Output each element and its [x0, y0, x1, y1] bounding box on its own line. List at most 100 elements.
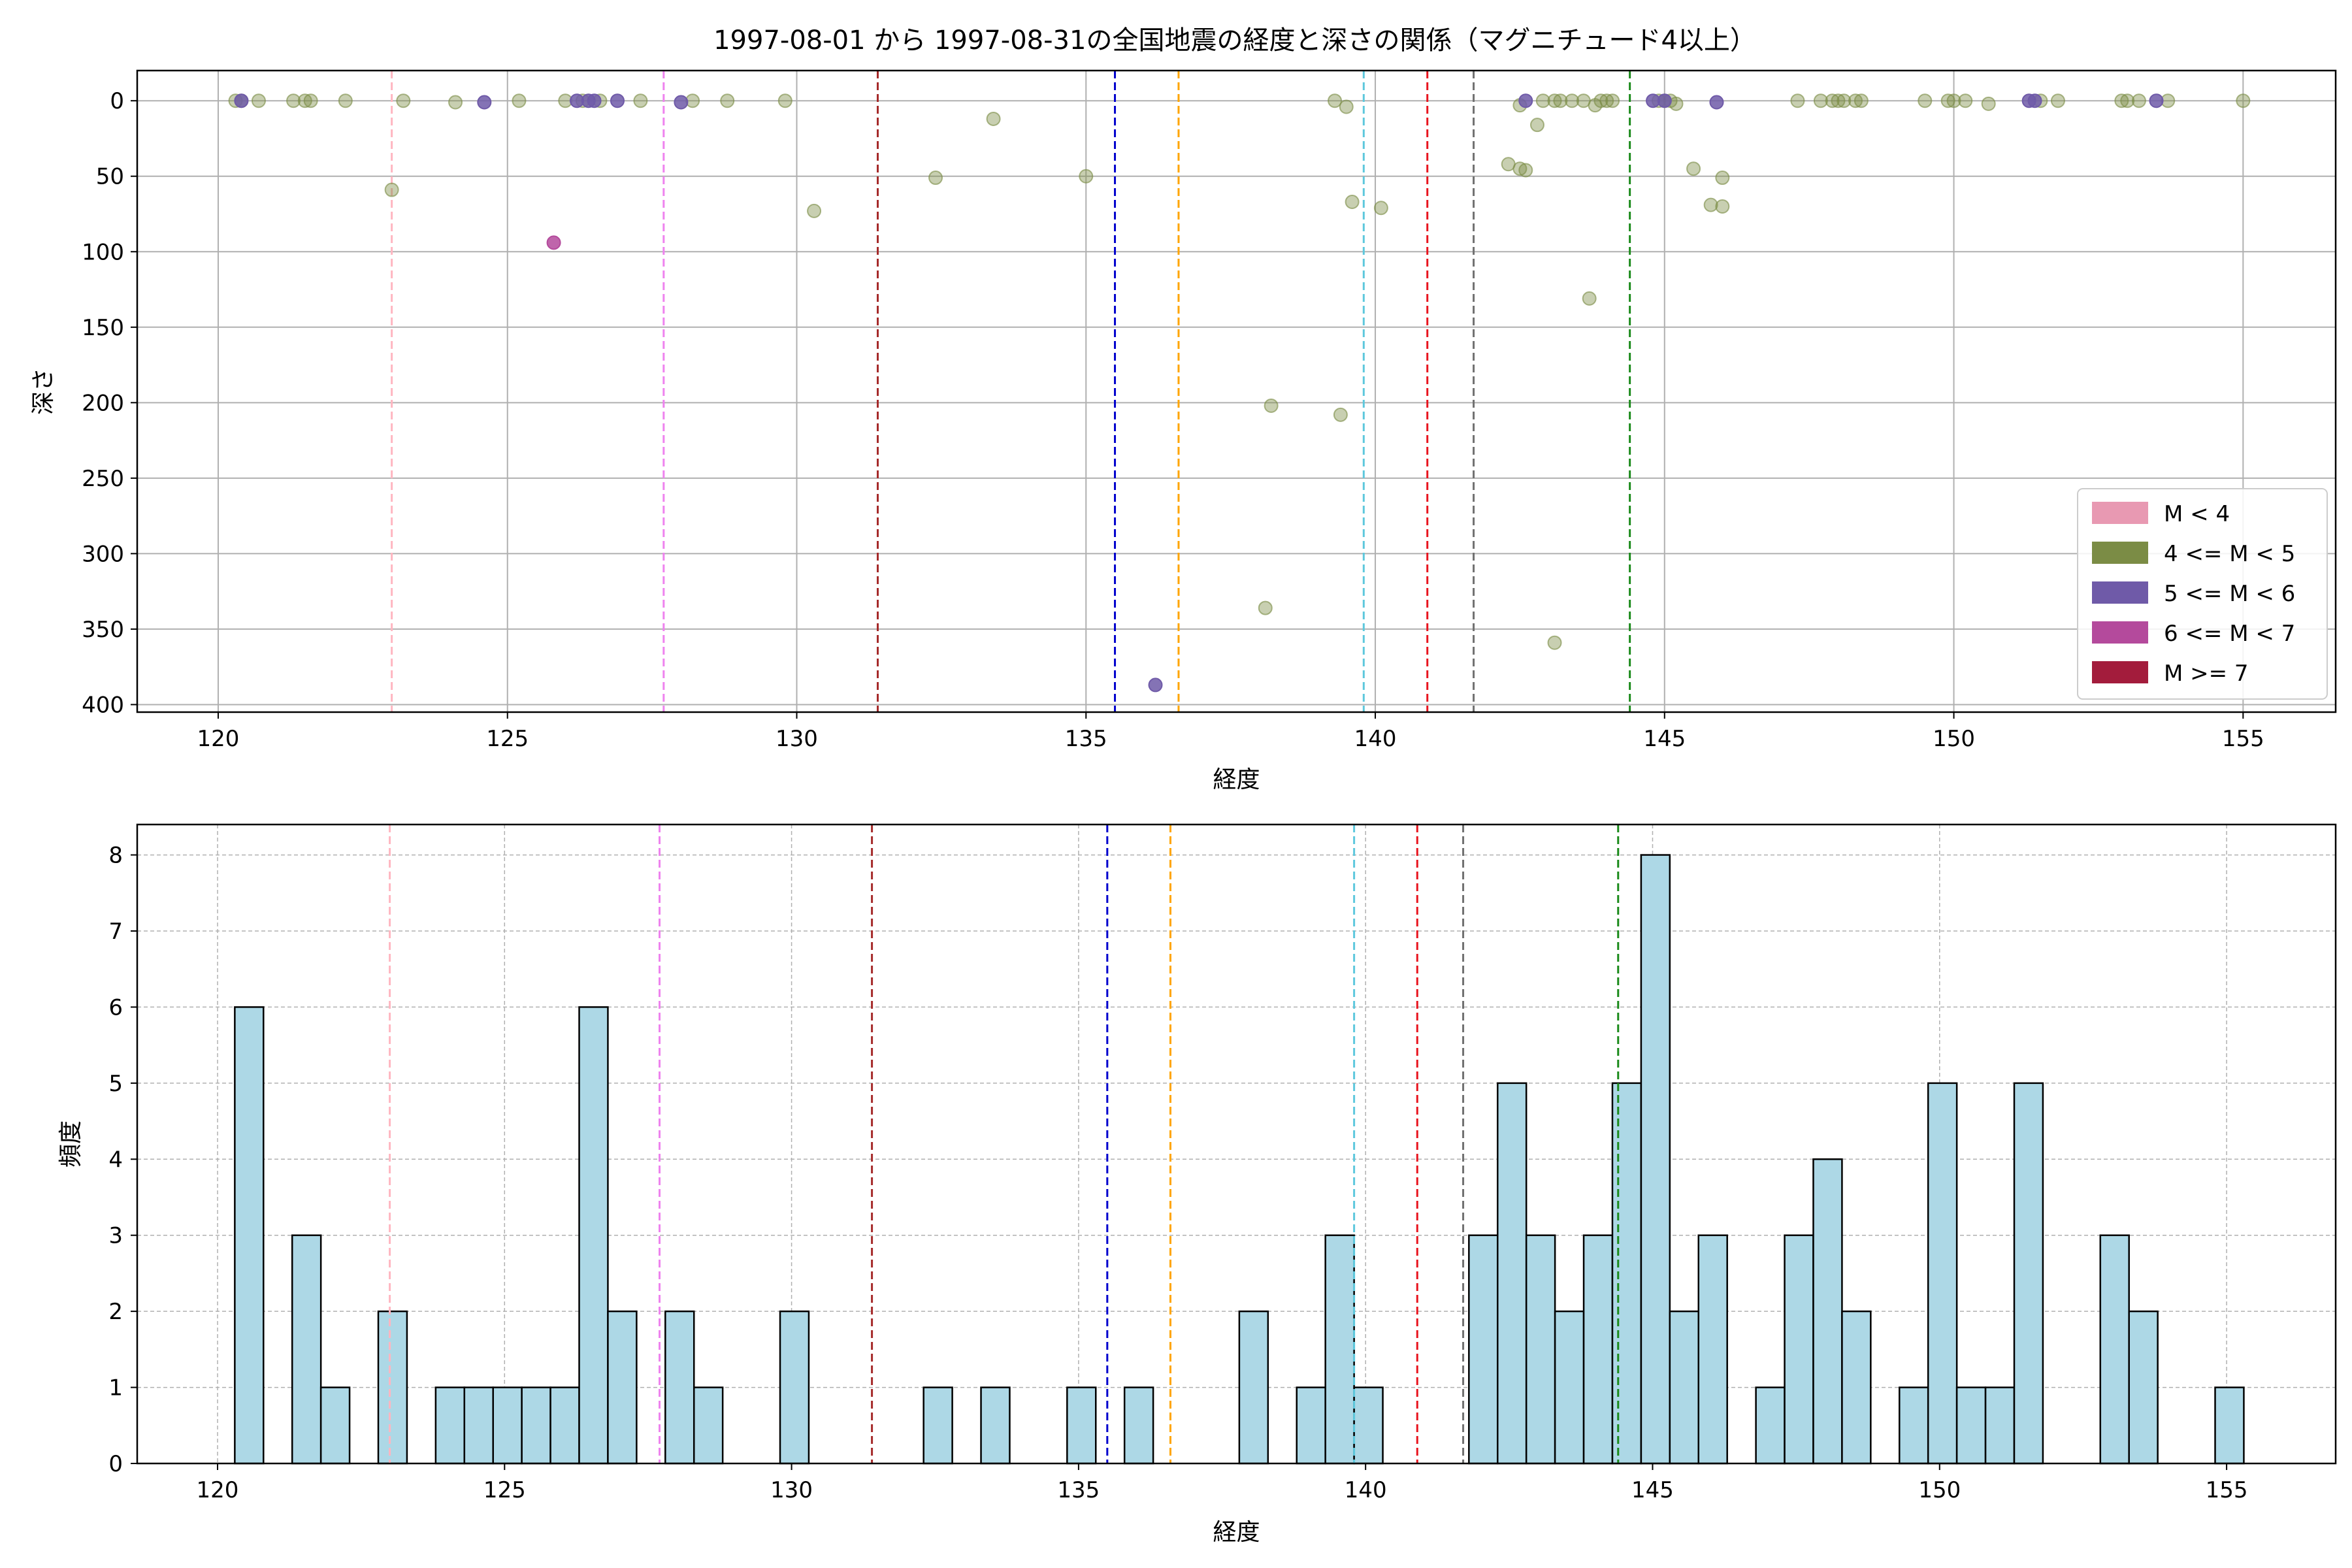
scatter-point — [2149, 93, 2164, 108]
scatter-point — [587, 93, 602, 108]
scatter-point — [1848, 93, 1863, 108]
scatter-x-tick-label: 130 — [776, 726, 818, 752]
scatter-point — [234, 93, 249, 108]
scatter-point — [251, 93, 266, 108]
scatter-point — [1582, 291, 1597, 306]
histogram-bar — [1497, 1082, 1527, 1465]
scatter-point — [1837, 93, 1852, 108]
scatter-point — [1854, 93, 1869, 108]
histogram-y-tick-label: 5 — [108, 1071, 123, 1097]
histogram-frame — [136, 823, 2337, 1465]
histogram-bar — [923, 1386, 953, 1465]
histogram-x-axis-label: 経度 — [1213, 1519, 1260, 1546]
scatter-point — [303, 93, 318, 108]
histogram-y-tick-label: 3 — [108, 1223, 123, 1249]
legend-label: M >= 7 — [2164, 661, 2249, 687]
histogram-bar — [1927, 1082, 1958, 1465]
histogram-bar — [1611, 1082, 1642, 1465]
histogram-bar — [1697, 1234, 1728, 1465]
legend-swatch — [2092, 502, 2148, 524]
histogram-bar — [1296, 1386, 1326, 1465]
scatter-plot: 120 125 130 135 140 145 150 155 0 50 100 150 200 250… — [30, 69, 2337, 793]
scatter-point — [477, 95, 492, 110]
histogram-bar — [693, 1386, 724, 1465]
scatter-grid — [137, 71, 2336, 712]
scatter-y-tick-label: 350 — [82, 617, 124, 643]
histogram-bar — [1554, 1310, 1585, 1465]
scatter-point — [1328, 93, 1343, 108]
histogram-bar — [1755, 1386, 1786, 1465]
scatter-point — [1518, 93, 1533, 108]
histogram-bar — [1841, 1310, 1872, 1465]
histogram-x-tick-label: 130 — [770, 1477, 813, 1503]
histogram-bar — [1468, 1234, 1499, 1465]
legend-swatch — [2092, 581, 2148, 604]
scatter-point — [512, 93, 527, 108]
histogram-bar — [1899, 1386, 1929, 1465]
histogram-bar — [2128, 1310, 2159, 1465]
scatter-point — [1553, 93, 1568, 108]
scatter-point — [1946, 93, 1961, 108]
scatter-x-tick-label: 155 — [2222, 726, 2264, 752]
scatter-point — [1565, 93, 1580, 108]
scatter-x-tick-label: 120 — [197, 726, 240, 752]
scatter-points — [228, 93, 2251, 693]
histogram-bar — [1238, 1310, 1269, 1465]
scatter-point — [1333, 407, 1348, 422]
histogram: 120 125 130 135 140 145 150 155 0 1 2 3 4 5 6 7 8 経度 頻度 — [57, 823, 2337, 1546]
scatter-point — [2050, 93, 2065, 108]
scatter-point — [1258, 600, 1273, 615]
scatter-point — [286, 93, 301, 108]
scatter-point — [986, 111, 1001, 126]
scatter-point — [1593, 93, 1609, 108]
scatter-point — [2114, 93, 2129, 108]
legend-label: M < 4 — [2164, 501, 2230, 527]
scatter-x-tick-label: 125 — [486, 726, 529, 752]
scatter-point — [1547, 635, 1562, 650]
scatter-point — [1831, 93, 1846, 108]
histogram-bar — [377, 1310, 408, 1465]
legend-label: 6 <= M < 7 — [2164, 621, 2295, 647]
scatter-point — [1709, 95, 1724, 110]
scatter-point — [633, 93, 648, 108]
histogram-bar — [779, 1310, 810, 1465]
histogram-bar — [1784, 1234, 1814, 1465]
histogram-y-tick-label: 8 — [108, 843, 123, 869]
scatter-point — [1790, 93, 1805, 108]
scatter-point — [1264, 398, 1279, 413]
scatter-point — [610, 93, 625, 108]
histogram-bar — [1525, 1234, 1556, 1465]
histogram-bar — [578, 1006, 609, 1465]
histogram-bar — [1669, 1310, 1700, 1465]
histogram-bar — [434, 1386, 466, 1465]
legend-swatch — [2092, 621, 2148, 644]
scatter-point — [807, 203, 822, 218]
scatter-point — [1940, 93, 1955, 108]
histogram-bar — [1640, 854, 1671, 1465]
histogram-y-tick-label: 7 — [108, 919, 123, 945]
scatter-point — [1345, 195, 1360, 210]
scatter-point — [1686, 161, 1701, 176]
scatter-point — [1605, 93, 1620, 108]
figure-title: 1997-08-01 から 1997-08-31の全国地震の経度と深さの関係（マ… — [713, 25, 1756, 56]
scatter-point — [1535, 93, 1550, 108]
scatter-point — [1715, 171, 1730, 186]
histogram-y-tick-label: 2 — [108, 1299, 123, 1325]
histogram-x-tick-label: 150 — [1918, 1477, 1961, 1503]
legend-swatch — [2092, 542, 2148, 564]
scatter-point — [1079, 169, 1094, 184]
histogram-bar — [319, 1386, 351, 1465]
histogram-bar — [980, 1386, 1011, 1465]
histogram-bar — [607, 1310, 638, 1465]
histogram-y-tick-label: 0 — [108, 1451, 123, 1477]
histogram-bar — [2214, 1386, 2245, 1465]
scatter-point — [720, 93, 735, 108]
scatter-y-axis-label: 深さ — [30, 368, 57, 415]
scatter-y-ticks: 0 50 100 150 200 250 300 350 400 — [82, 88, 137, 718]
scatter-point — [1518, 163, 1533, 178]
scatter-point — [1339, 99, 1354, 114]
scatter-reference-lines — [391, 71, 1631, 712]
scatter-point — [2131, 93, 2146, 108]
histogram-bar — [1353, 1386, 1384, 1465]
